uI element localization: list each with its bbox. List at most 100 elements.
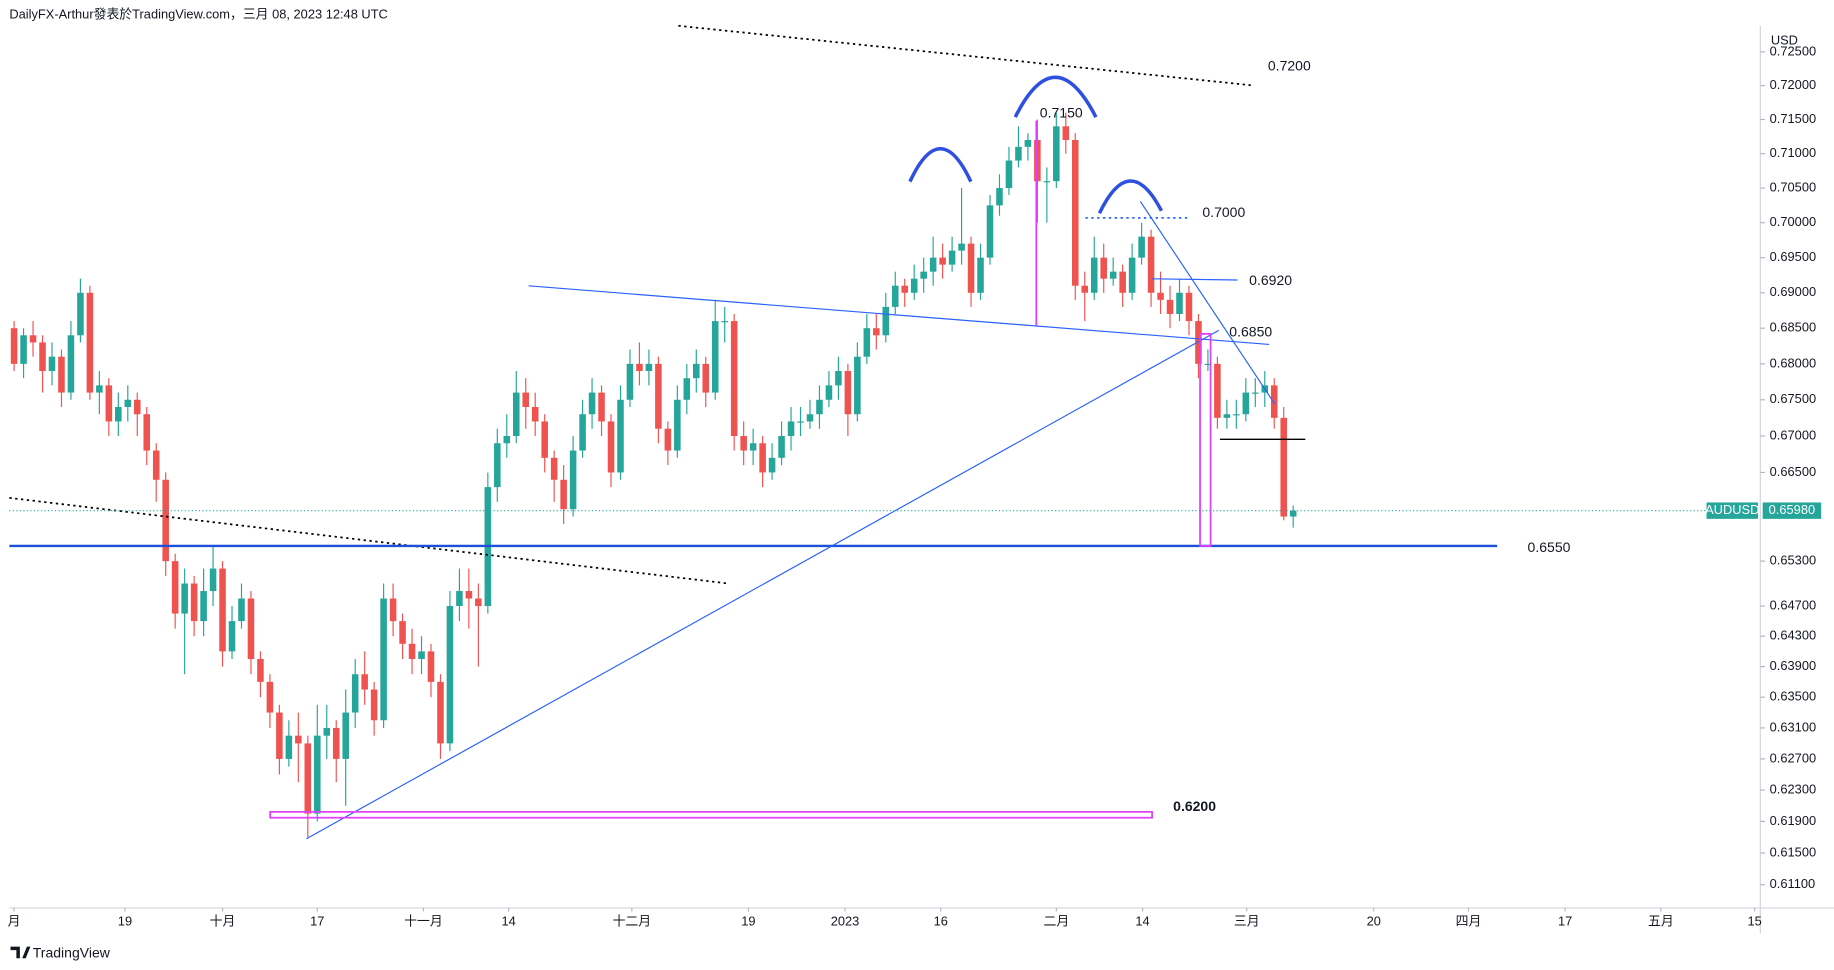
candle-body	[891, 285, 899, 307]
candle-body	[977, 257, 984, 293]
x-tick-label: 14	[502, 913, 516, 928]
candle-body	[1289, 510, 1297, 517]
candle-body	[1185, 292, 1193, 322]
annotation: 0.6920	[1249, 272, 1292, 288]
candle-body	[1100, 257, 1107, 279]
candle-body	[1204, 363, 1212, 366]
candle-body	[276, 712, 283, 759]
candle-body	[1242, 392, 1250, 415]
candle-body	[645, 363, 653, 372]
candle-body	[304, 743, 312, 814]
x-tick-label: 二月	[1043, 913, 1069, 928]
x-tick-label: 十一月	[404, 913, 443, 928]
candle-body	[295, 735, 302, 744]
candle-body	[1280, 417, 1288, 517]
candle-body	[1072, 139, 1079, 286]
candle-body	[408, 643, 416, 659]
annotation: 0.7150	[1040, 104, 1083, 120]
candle-body	[1119, 271, 1126, 293]
candle-body	[171, 561, 179, 614]
annotation: 0.7000	[1202, 204, 1245, 220]
candle-body	[1034, 139, 1041, 182]
candle-body	[1176, 292, 1183, 314]
candle-body	[77, 292, 84, 336]
x-tick-label: 20	[1367, 913, 1381, 928]
candle-body	[342, 712, 349, 759]
candle-body	[1024, 139, 1032, 147]
candle-body	[1062, 126, 1070, 140]
candle-body	[29, 335, 37, 343]
annotation: 0.6850	[1229, 323, 1272, 339]
y-tick-label: 0.66500	[1770, 464, 1816, 479]
candle-body	[531, 406, 539, 422]
candle-body	[939, 257, 946, 265]
candle-body	[456, 591, 463, 607]
y-tick-label: 0.70000	[1770, 214, 1816, 229]
x-tick-label: 四月	[1456, 913, 1482, 928]
candle-body	[361, 674, 368, 690]
candle-body	[816, 399, 823, 415]
candle-body	[863, 328, 871, 357]
x-tick-label: 17	[310, 913, 324, 928]
y-tick-label: 0.61500	[1770, 844, 1816, 859]
candle-body	[1223, 414, 1231, 418]
candle-body	[711, 321, 719, 393]
y-tick-label: 0.63500	[1770, 689, 1816, 704]
candle-body	[948, 250, 956, 265]
candle-body	[598, 392, 605, 422]
candle-body	[370, 689, 378, 721]
candle-body	[617, 399, 624, 473]
annotation: 0.6200	[1173, 798, 1216, 814]
annotation: 0.6550	[1528, 539, 1571, 555]
candle-body	[67, 335, 75, 393]
candle-body	[48, 356, 56, 372]
candle-body	[503, 435, 511, 444]
candle-body	[200, 591, 207, 622]
candle-body	[418, 651, 425, 659]
candle-body	[1090, 257, 1098, 293]
candle-body	[768, 457, 776, 473]
y-tick-label: 0.71000	[1770, 145, 1816, 160]
candle-body	[1157, 292, 1164, 300]
x-tick-label: 十月	[210, 913, 236, 928]
candle-body	[560, 479, 567, 510]
candle-body	[266, 681, 274, 713]
neckline	[528, 285, 1270, 346]
candle-body	[162, 479, 169, 562]
candle-body	[550, 457, 558, 480]
x-tick-label: 2023	[831, 913, 860, 928]
candle-body	[541, 421, 548, 458]
candle-body	[721, 321, 728, 323]
candle-body	[967, 243, 975, 293]
y-tick-label: 0.62300	[1770, 781, 1816, 796]
y-tick-label: 0.65300	[1770, 552, 1816, 567]
y-tick-label: 0.63900	[1770, 658, 1816, 673]
candle-body	[806, 414, 814, 422]
y-tick-label: 0.69500	[1770, 249, 1816, 264]
candle-body	[105, 385, 113, 422]
header-title: DailyFX-Arthur發表於TradingView.com，三月 08, …	[9, 7, 387, 22]
price-badge	[1762, 502, 1822, 519]
candle-body	[797, 421, 804, 423]
candle-body	[664, 428, 672, 451]
shoulder-arc	[1097, 179, 1164, 214]
candle-body	[86, 292, 94, 393]
x-tick-label: 五月	[1648, 913, 1674, 928]
trend-line	[9, 497, 728, 585]
x-tick-label: 14	[1135, 913, 1149, 928]
candle-body	[389, 598, 397, 622]
candle-body	[238, 598, 245, 622]
candle-body	[693, 363, 700, 379]
x-tick-label: 十二月	[613, 913, 652, 928]
y-tick-label: 0.63100	[1770, 719, 1816, 734]
candle-body	[901, 285, 909, 293]
symbol-badge	[1706, 502, 1758, 519]
candle-body	[1109, 271, 1117, 279]
y-tick-label: 0.68500	[1770, 320, 1816, 335]
candle-body	[181, 583, 188, 614]
candle-body	[1043, 181, 1051, 183]
support-zone	[269, 810, 1153, 819]
candle-body	[437, 681, 444, 744]
shoulder-arc	[908, 147, 973, 183]
